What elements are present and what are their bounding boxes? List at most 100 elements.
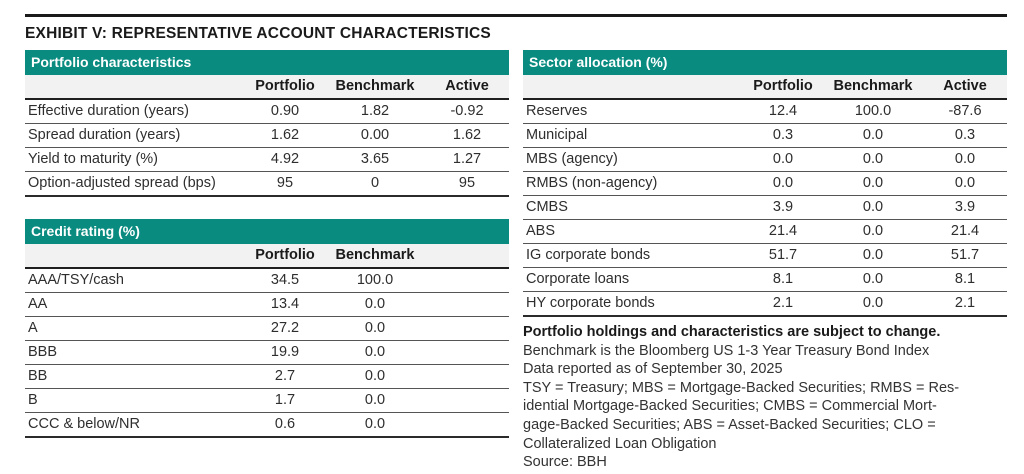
row-label-header [523, 75, 743, 100]
cell-value: 27.2 [245, 316, 325, 341]
cell-value: 19.9 [245, 340, 325, 365]
table-row: Spread duration (years) 1.62 0.00 1.62 [25, 123, 509, 148]
two-column-layout: Portfolio characteristics Portfolio Bench… [25, 50, 1007, 472]
column-header: Portfolio [245, 75, 325, 100]
table-row: BB 2.7 0.0 [25, 364, 509, 389]
footnote-bold-line: Portfolio holdings and characteristics a… [523, 324, 941, 340]
table-row: Reserves 12.4 100.0 -87.6 [523, 99, 1007, 124]
cell-value: 0.0 [325, 316, 425, 341]
cell-value: 0.0 [325, 412, 425, 438]
cell-value: 12.4 [743, 99, 823, 124]
footnote-line: idential Mortgage-Backed Securities; CMB… [523, 398, 937, 415]
table-row: Yield to maturity (%) 4.92 3.65 1.27 [25, 147, 509, 172]
cell-value: 0.0 [823, 123, 923, 148]
table-body: Reserves 12.4 100.0 -87.6 Municipal 0.3 0.0 0.3… [523, 99, 1007, 317]
cell-value: 51.7 [743, 243, 823, 268]
footnote-line: Collateralized Loan Obligation [523, 435, 717, 452]
cell-value: 0.0 [923, 171, 1007, 196]
column-header: Active [923, 75, 1007, 100]
row-label: MBS (agency) [523, 147, 743, 172]
credit-rating-table: Credit rating (%) Portfolio Benchmark AAA… [25, 219, 509, 438]
footnotes: Portfolio holdings and characteristics a… [523, 323, 1007, 472]
row-label: A [25, 316, 245, 341]
cell-value: 0.0 [823, 219, 923, 244]
portfolio-characteristics-header: Portfolio characteristics [25, 50, 509, 75]
top-rule [25, 14, 1007, 17]
column-header: Portfolio [245, 244, 325, 269]
cell-value [425, 364, 509, 389]
cell-value [425, 388, 509, 413]
table-row: HY corporate bonds 2.1 0.0 2.1 [523, 291, 1007, 317]
cell-value: 51.7 [923, 243, 1007, 268]
sector-allocation-header: Sector allocation (%) [523, 50, 1007, 75]
row-label: AAA/TSY/cash [25, 268, 245, 293]
cell-value: 3.9 [743, 195, 823, 220]
row-label: BBB [25, 340, 245, 365]
cell-value [425, 412, 509, 438]
cell-value: 0.6 [245, 412, 325, 438]
row-label: RMBS (non-agency) [523, 171, 743, 196]
cell-value: 4.92 [245, 147, 325, 172]
cell-value: 0.0 [325, 292, 425, 317]
sector-allocation-table: Sector allocation (%) Portfolio Benchmark… [523, 50, 1007, 317]
cell-value: 0.3 [923, 123, 1007, 148]
cell-value: 0.0 [823, 267, 923, 292]
cell-value: 0.0 [325, 364, 425, 389]
cell-value [425, 292, 509, 317]
row-label: AA [25, 292, 245, 317]
table-row: ABS 21.4 0.0 21.4 [523, 219, 1007, 244]
portfolio-characteristics-table: Portfolio characteristics Portfolio Bench… [25, 50, 509, 197]
table-body: Effective duration (years) 0.90 1.82 -0.92 S… [25, 99, 509, 197]
table-row: CMBS 3.9 0.0 3.9 [523, 195, 1007, 220]
table-row: Corporate loans 8.1 0.0 8.1 [523, 267, 1007, 292]
table-row: RMBS (non-agency) 0.0 0.0 0.0 [523, 171, 1007, 196]
cell-value: 8.1 [923, 267, 1007, 292]
cell-value: 0.00 [325, 123, 425, 148]
cell-value: 2.7 [245, 364, 325, 389]
row-label: Option-adjusted spread (bps) [25, 171, 245, 197]
table-row: Option-adjusted spread (bps) 95 0 95 [25, 171, 509, 197]
table-row: B 1.7 0.0 [25, 388, 509, 413]
column-header: Benchmark [325, 75, 425, 100]
exhibit-title: EXHIBIT V: REPRESENTATIVE ACCOUNT CHARAC… [25, 25, 491, 42]
cell-value: 1.7 [245, 388, 325, 413]
cell-value: 0.0 [823, 291, 923, 317]
row-label: Municipal [523, 123, 743, 148]
right-column: Sector allocation (%) Portfolio Benchmark… [523, 50, 1007, 472]
table-row: AA 13.4 0.0 [25, 292, 509, 317]
footnote-line: Data reported as of September 30, 2025 [523, 361, 783, 378]
cell-value: 34.5 [245, 268, 325, 293]
cell-value: 0.90 [245, 99, 325, 124]
row-label: IG corporate bonds [523, 243, 743, 268]
cell-value [425, 268, 509, 293]
column-header: Portfolio [743, 75, 823, 100]
row-label-header [25, 244, 245, 269]
cell-value: 100.0 [325, 268, 425, 293]
credit-rating-grid: Portfolio Benchmark AAA/TSY/cash 34.5 100.0… [25, 244, 509, 438]
table-row: A 27.2 0.0 [25, 316, 509, 341]
cell-value: 3.9 [923, 195, 1007, 220]
table-row: AAA/TSY/cash 34.5 100.0 [25, 268, 509, 293]
table-row: MBS (agency) 0.0 0.0 0.0 [523, 147, 1007, 172]
table-row: BBB 19.9 0.0 [25, 340, 509, 365]
row-label: BB [25, 364, 245, 389]
cell-value: 8.1 [743, 267, 823, 292]
column-header [425, 244, 509, 269]
cell-value: 21.4 [923, 219, 1007, 244]
row-label-header [25, 75, 245, 100]
row-label: HY corporate bonds [523, 291, 743, 317]
cell-value: 0.0 [743, 147, 823, 172]
table-body: AAA/TSY/cash 34.5 100.0 AA 13.4 0.0 A 27.2 0.0 BB… [25, 268, 509, 438]
table-row: Effective duration (years) 0.90 1.82 -0.92 [25, 99, 509, 124]
cell-value: 0.0 [823, 243, 923, 268]
table-head: Portfolio Benchmark Active [25, 75, 509, 100]
cell-value: 95 [245, 171, 325, 197]
cell-value: 0.0 [823, 195, 923, 220]
footnote-line: gage-Backed Securities; ABS = Asset-Back… [523, 416, 936, 433]
column-header: Active [425, 75, 509, 100]
row-label: Yield to maturity (%) [25, 147, 245, 172]
cell-value: 0.0 [325, 340, 425, 365]
cell-value: 0.0 [823, 171, 923, 196]
column-header: Benchmark [823, 75, 923, 100]
footnote-line: TSY = Treasury; MBS = Mortgage-Backed Se… [523, 379, 960, 396]
